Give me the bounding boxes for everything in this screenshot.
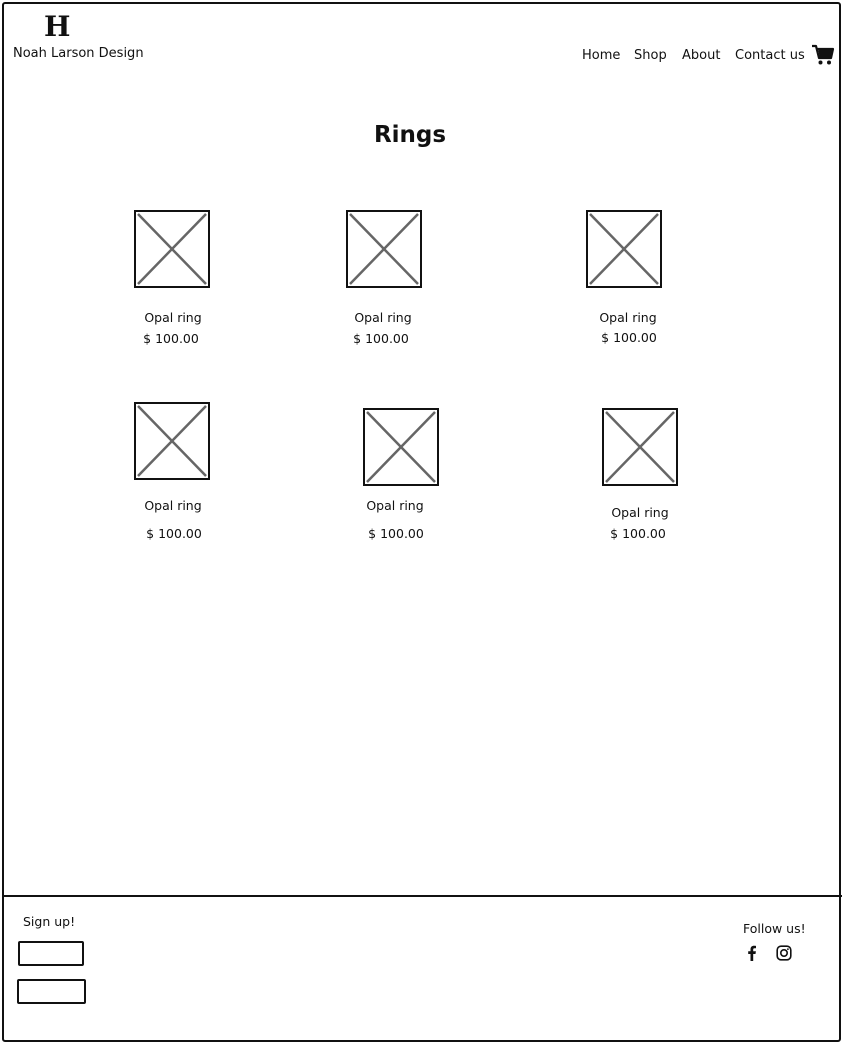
cart-icon[interactable] xyxy=(811,44,835,66)
nav-about[interactable]: About xyxy=(682,48,721,63)
product-price: $ 100.00 xyxy=(143,331,199,346)
product-name[interactable]: Opal ring xyxy=(144,310,202,325)
signup-email-input[interactable] xyxy=(18,941,84,966)
product-name[interactable]: Opal ring xyxy=(366,498,424,513)
signup-label: Sign up! xyxy=(23,914,76,929)
product-name[interactable]: Opal ring xyxy=(144,498,202,513)
logo-mark[interactable]: H xyxy=(44,10,71,43)
page-title: Rings xyxy=(373,122,447,148)
follow-label: Follow us! xyxy=(743,921,806,936)
facebook-icon[interactable] xyxy=(743,944,761,962)
footer-divider xyxy=(3,895,842,897)
product-price: $ 100.00 xyxy=(146,526,202,541)
product-image-placeholder[interactable] xyxy=(134,210,210,288)
product-price: $ 100.00 xyxy=(610,526,666,541)
product-price: $ 100.00 xyxy=(353,331,409,346)
product-image-placeholder[interactable] xyxy=(586,210,662,288)
product-price: $ 100.00 xyxy=(601,330,657,345)
product-image-placeholder[interactable] xyxy=(134,402,210,480)
signup-submit-button[interactable] xyxy=(17,979,86,1004)
product-image-placeholder[interactable] xyxy=(363,408,439,486)
product-image-placeholder[interactable] xyxy=(346,210,422,288)
nav-contact-us[interactable]: Contact us xyxy=(735,48,805,63)
product-name[interactable]: Opal ring xyxy=(599,310,657,325)
nav-shop[interactable]: Shop xyxy=(634,48,667,63)
product-name[interactable]: Opal ring xyxy=(354,310,412,325)
product-image-placeholder[interactable] xyxy=(602,408,678,486)
brand-name[interactable]: Noah Larson Design xyxy=(13,46,144,61)
instagram-icon[interactable] xyxy=(775,944,793,962)
nav-home[interactable]: Home xyxy=(582,48,621,63)
product-name[interactable]: Opal ring xyxy=(611,505,669,520)
product-price: $ 100.00 xyxy=(368,526,424,541)
